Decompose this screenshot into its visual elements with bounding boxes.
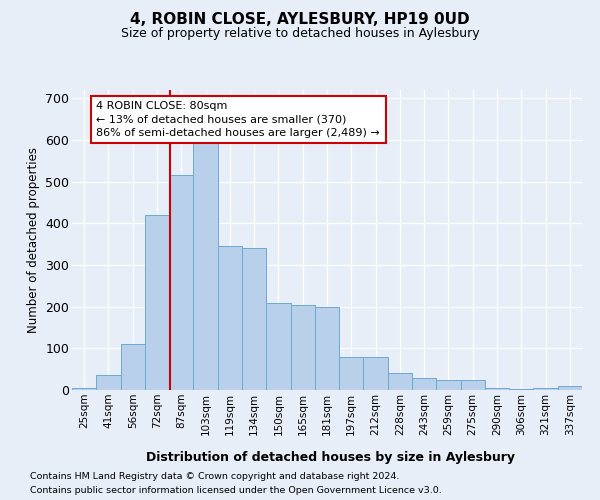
- Bar: [388, 374, 412, 390]
- Bar: [242, 248, 266, 390]
- Bar: [169, 176, 193, 390]
- Bar: [364, 356, 388, 390]
- Bar: [558, 386, 582, 390]
- Bar: [412, 378, 436, 390]
- Bar: [436, 380, 461, 390]
- Bar: [218, 246, 242, 390]
- Text: Distribution of detached houses by size in Aylesbury: Distribution of detached houses by size …: [146, 451, 515, 464]
- Text: 4 ROBIN CLOSE: 80sqm
← 13% of detached houses are smaller (370)
86% of semi-deta: 4 ROBIN CLOSE: 80sqm ← 13% of detached h…: [96, 101, 380, 138]
- Bar: [72, 388, 96, 390]
- Y-axis label: Number of detached properties: Number of detached properties: [26, 147, 40, 333]
- Bar: [533, 388, 558, 390]
- Bar: [290, 304, 315, 390]
- Bar: [96, 376, 121, 390]
- Bar: [145, 215, 169, 390]
- Text: Contains HM Land Registry data © Crown copyright and database right 2024.: Contains HM Land Registry data © Crown c…: [30, 472, 400, 481]
- Text: 4, ROBIN CLOSE, AYLESBURY, HP19 0UD: 4, ROBIN CLOSE, AYLESBURY, HP19 0UD: [130, 12, 470, 28]
- Bar: [121, 344, 145, 390]
- Bar: [461, 380, 485, 390]
- Bar: [339, 356, 364, 390]
- Text: Size of property relative to detached houses in Aylesbury: Size of property relative to detached ho…: [121, 28, 479, 40]
- Bar: [193, 119, 218, 390]
- Bar: [315, 306, 339, 390]
- Text: Contains public sector information licensed under the Open Government Licence v3: Contains public sector information licen…: [30, 486, 442, 495]
- Bar: [509, 389, 533, 390]
- Bar: [485, 388, 509, 390]
- Bar: [266, 302, 290, 390]
